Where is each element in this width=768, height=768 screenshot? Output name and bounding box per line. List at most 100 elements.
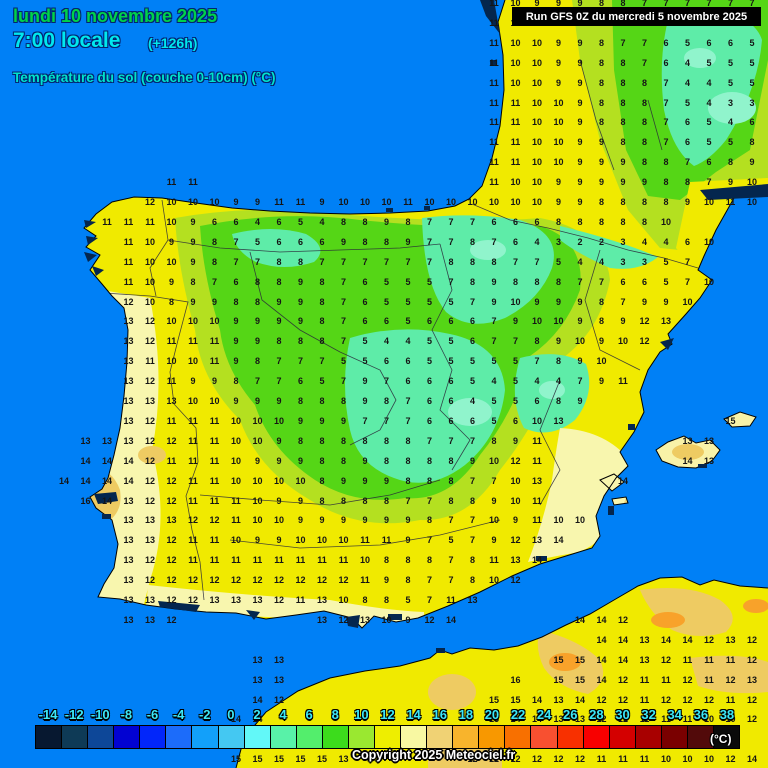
temperature-value: 7	[534, 256, 540, 267]
temperature-value: 9	[598, 376, 605, 387]
temperature-value: 9	[254, 336, 261, 347]
temperature-value: 5	[426, 296, 433, 307]
temperature-value: 11	[209, 455, 220, 466]
temperature-value: 4	[663, 236, 669, 247]
temperature-value: 11	[274, 197, 284, 207]
temperature-value: 13	[123, 356, 134, 367]
temperature-value: 10	[531, 177, 543, 188]
legend-swatch	[505, 726, 532, 748]
temperature-value: 11	[725, 197, 736, 207]
temperature-value: 6	[362, 296, 368, 307]
temperature-value: 11	[704, 674, 714, 685]
temperature-value: 8	[469, 575, 476, 586]
temperature-value: 9	[512, 435, 519, 446]
temperature-value: 6	[727, 37, 734, 48]
temperature-value: 11	[102, 216, 112, 227]
temperature-value: 10	[574, 336, 586, 347]
temperature-value: 10	[510, 475, 521, 486]
temperature-value: 11	[209, 435, 220, 446]
temperature-value: 12	[166, 535, 177, 546]
temperature-value: 11	[338, 555, 349, 566]
temperature-value: 11	[209, 356, 220, 367]
temperature-value: 14	[510, 714, 521, 725]
temperature-value: 9	[577, 97, 583, 108]
temperature-value: 8	[598, 37, 605, 48]
temperature-value: 11	[532, 435, 542, 446]
temperature-value: 12	[596, 694, 607, 705]
legend-value-label: 16	[432, 707, 447, 722]
temperature-value: 14	[58, 475, 70, 486]
temperature-value: 5	[448, 296, 454, 307]
temperature-value: 8	[319, 475, 325, 486]
temperature-value: 9	[254, 455, 261, 466]
temperature-value: 9	[233, 356, 239, 367]
temperature-value: 7	[598, 276, 605, 287]
temperature-value: 12	[295, 575, 306, 586]
temperature-value: 14	[101, 475, 113, 486]
temperature-value: 6	[276, 216, 282, 227]
temperature-value: 8	[362, 435, 368, 446]
legend-swatch	[140, 726, 167, 748]
temperature-value: 9	[297, 515, 304, 526]
temperature-value: 14	[230, 714, 242, 725]
temperature-value: 10	[381, 614, 392, 625]
temperature-value: 5	[706, 57, 712, 68]
temperature-value: 9	[297, 415, 304, 426]
temperature-value: 8	[512, 276, 519, 287]
temperature-value: 5	[663, 256, 669, 267]
legend-value-label: 38	[719, 707, 735, 722]
temperature-value: 10	[209, 396, 220, 406]
temperature-value: 7	[426, 216, 433, 227]
temperature-value: 10	[273, 515, 285, 526]
legend-value-label: -6	[146, 707, 159, 722]
temperature-value: 12	[746, 714, 758, 725]
temperature-value: 7	[577, 276, 583, 287]
temperature-value: 10	[553, 316, 564, 327]
temperature-value: 14	[617, 654, 629, 665]
temperature-value: 12	[187, 515, 199, 526]
temperature-value: 7	[534, 356, 540, 367]
temperature-value: 9	[555, 37, 562, 48]
temperature-value: 8	[598, 97, 605, 108]
temperature-value: 9	[276, 396, 282, 406]
temperature-value: 12	[703, 694, 715, 705]
temperature-value: 12	[144, 555, 156, 566]
temperature-value: 9	[319, 415, 325, 426]
temperature-value: 6	[426, 316, 433, 327]
temperature-value: 11	[381, 535, 392, 546]
temperature-value: 9	[233, 396, 239, 406]
temperature-value: 5	[448, 535, 454, 546]
temperature-value: 3	[641, 256, 648, 267]
temperature-value: 12	[488, 754, 500, 765]
legend-swatch	[62, 726, 89, 748]
temperature-value: 11	[596, 754, 607, 765]
temperature-value: 9	[276, 495, 282, 506]
temperature-value: 10	[510, 177, 521, 188]
temperature-value: 10	[144, 236, 156, 247]
temperature-value: 7	[577, 376, 583, 387]
temperature-value: 16	[80, 495, 91, 506]
temperature-value: 8	[297, 256, 304, 267]
legend-swatch	[114, 726, 141, 748]
temperature-value: 8	[168, 296, 175, 307]
temperature-value: 10	[144, 276, 156, 287]
temperature-value: 12	[703, 634, 715, 645]
temperature-value: 9	[362, 475, 368, 486]
temperature-value: 12	[144, 415, 156, 426]
legend-value-label: 10	[354, 707, 369, 722]
temperature-value: 12	[209, 515, 220, 526]
temperature-value: 10	[488, 455, 500, 466]
legend-value-label: -12	[64, 707, 84, 722]
temperature-value: 4	[469, 396, 476, 406]
temperature-value: 5	[491, 415, 497, 426]
temperature-value: 12	[166, 575, 177, 586]
temperature-value: 13	[123, 316, 134, 327]
temperature-value: 15	[510, 694, 521, 705]
temperature-value: 10	[359, 197, 371, 207]
temperature-value: 8	[319, 495, 325, 506]
temperature-value: 8	[254, 356, 261, 367]
temperature-value: 11	[510, 137, 521, 148]
temperature-value: 2	[577, 236, 583, 247]
temperature-value: 9	[491, 276, 497, 287]
